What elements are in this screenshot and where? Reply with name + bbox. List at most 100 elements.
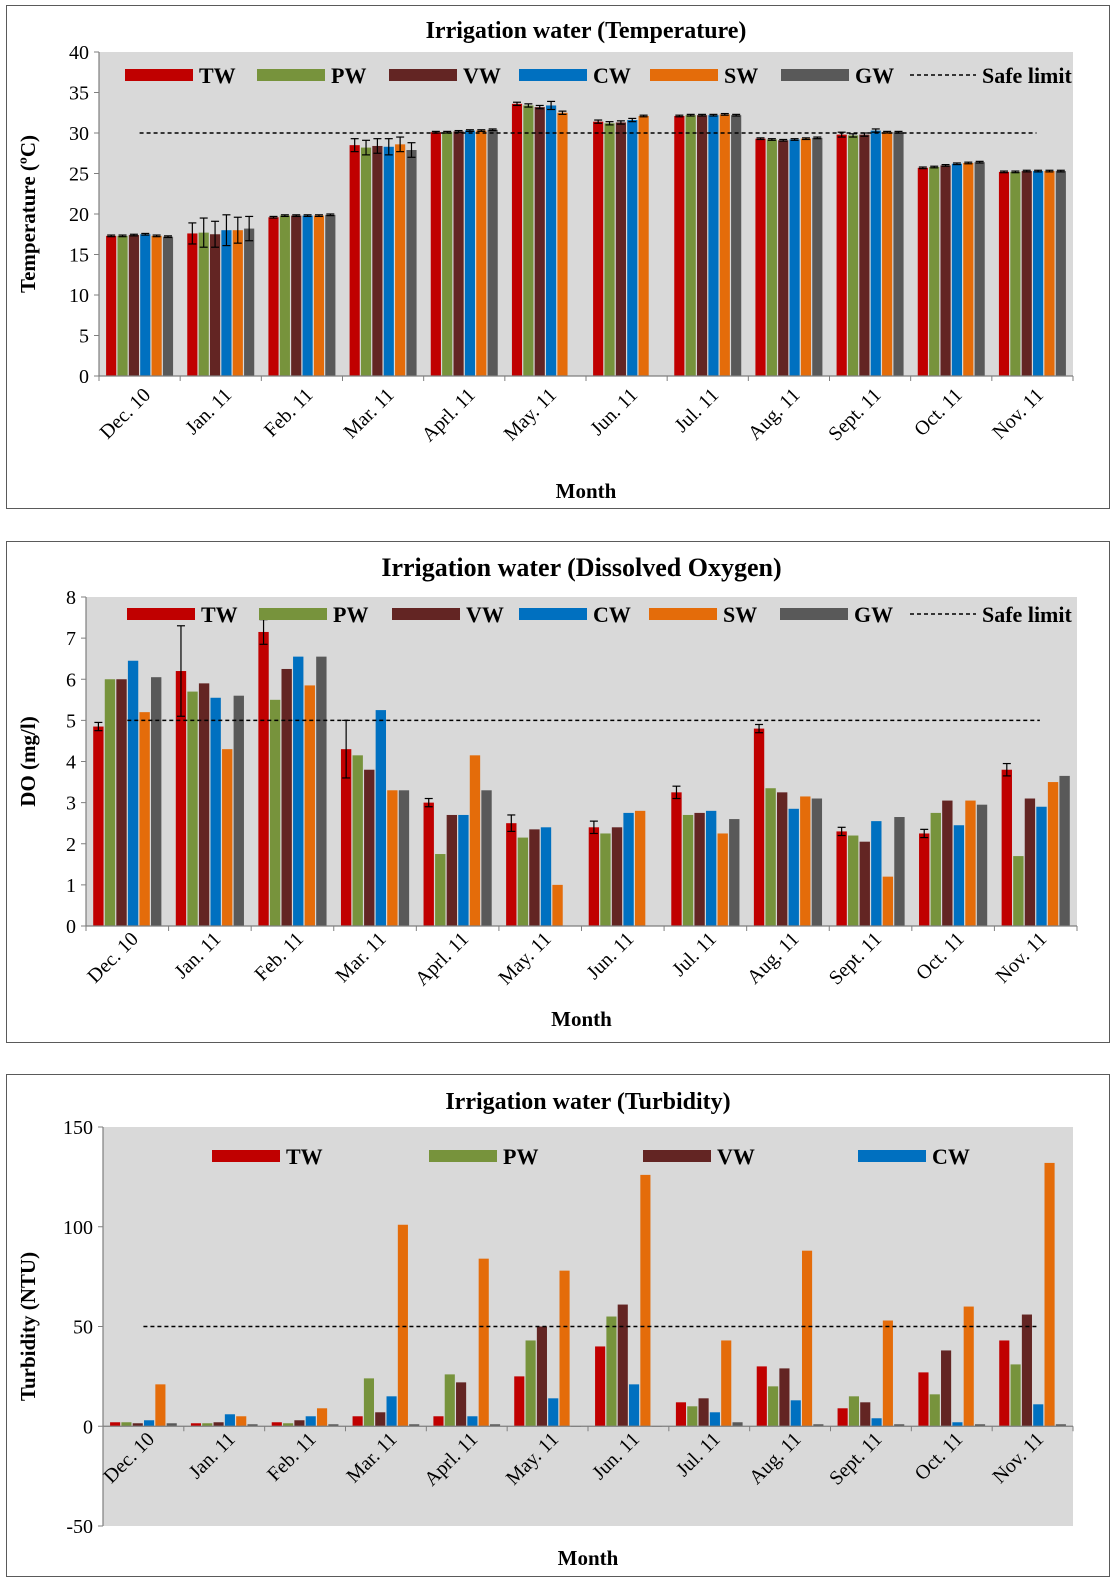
bar-pw — [1010, 171, 1021, 376]
x-tick-label: Aug. 11 — [743, 928, 804, 989]
legend-swatch-pw — [259, 608, 327, 620]
bar-pw — [523, 105, 534, 377]
y-tick-label: 15 — [69, 245, 89, 267]
bar-sw — [395, 144, 406, 376]
x-tick-label: Jun. 11 — [582, 928, 638, 984]
bar-pw — [525, 1340, 536, 1427]
y-tick-label: 0 — [66, 916, 76, 938]
legend-swatch-vw — [392, 608, 460, 620]
bar-gw — [811, 798, 823, 926]
bar-gw — [325, 214, 336, 376]
legend-label-tw: TW — [199, 63, 236, 88]
bar-vw — [615, 122, 626, 376]
bar-pw — [1013, 856, 1024, 926]
bar-cw — [302, 215, 313, 376]
bar-pw — [117, 235, 128, 376]
bar-cw — [708, 115, 719, 377]
bar-cw — [386, 1396, 397, 1427]
x-tick-label: Oct. 11 — [912, 928, 969, 985]
bar-cw — [546, 105, 557, 377]
y-tick-label: 25 — [69, 164, 89, 186]
legend-label-sw: SW — [723, 602, 757, 627]
bar-sw — [397, 1224, 408, 1427]
bar-gw — [481, 790, 492, 926]
bar-vw — [446, 814, 458, 926]
legend-label-cw: CW — [593, 602, 631, 627]
x-tick-label: Jan. 11 — [181, 384, 236, 439]
bar-sw — [469, 755, 481, 926]
y-tick-label: 35 — [69, 83, 89, 105]
bar-pw — [279, 215, 290, 376]
y-tick-label: 7 — [66, 628, 76, 650]
legend-swatch-vw — [389, 69, 457, 81]
bar-pw — [682, 814, 694, 926]
bar-pw — [269, 699, 281, 926]
legend-label-sw: SW — [724, 63, 758, 88]
bar-tw — [268, 217, 279, 376]
x-axis-title: Month — [556, 479, 617, 503]
bar-vw — [940, 165, 951, 376]
bar-cw — [709, 1412, 720, 1427]
bar-vw — [942, 800, 953, 926]
bar-gw — [813, 1424, 824, 1427]
legend-swatch-cw — [858, 1150, 926, 1162]
bar-vw — [529, 829, 540, 926]
bar-gw — [974, 162, 985, 376]
bar-cw — [140, 234, 151, 376]
bar-tw — [430, 132, 441, 376]
bar-sw — [155, 1384, 166, 1427]
legend-swatch-tw — [127, 608, 195, 620]
bar-tw — [999, 1340, 1010, 1427]
bar-gw — [974, 1424, 986, 1427]
bar-tw — [675, 1402, 687, 1427]
bar-pw — [444, 1374, 455, 1427]
bar-gw — [1055, 171, 1066, 376]
bar-sw — [317, 1408, 328, 1427]
y-axis-title: Temperature (ºC) — [16, 135, 40, 293]
bar-pw — [600, 833, 611, 926]
bar-tw — [511, 103, 523, 376]
bar-cw — [224, 1414, 235, 1427]
bar-cw — [623, 812, 634, 926]
bar-sw — [640, 1174, 651, 1427]
bar-tw — [917, 167, 928, 376]
bar-sw — [800, 138, 812, 376]
bar-sw — [634, 810, 646, 926]
bar-sw — [557, 112, 568, 376]
bar-cw — [705, 810, 717, 926]
chart-title: Irrigation water (Temperature) — [426, 18, 747, 44]
bar-sw — [313, 215, 325, 376]
bar-sw — [304, 685, 315, 926]
bar-pw — [187, 691, 198, 926]
bar-pw — [848, 1396, 859, 1427]
y-tick-label: 10 — [69, 285, 89, 307]
bar-tw — [837, 1408, 848, 1427]
x-tick-label: Dec. 10 — [83, 928, 143, 988]
bar-sw — [721, 1340, 732, 1427]
bar-vw — [778, 140, 789, 376]
bar-vw — [941, 1350, 952, 1427]
bar-sw — [717, 833, 728, 926]
bar-vw — [859, 134, 870, 376]
x-tick-label: Aprl. 11 — [418, 384, 480, 446]
bar-gw — [328, 1424, 339, 1427]
bar-sw — [232, 230, 243, 376]
y-tick-label: 4 — [66, 752, 76, 774]
bar-tw — [836, 831, 847, 926]
y-tick-label: 5 — [66, 710, 76, 732]
plot-area — [86, 597, 1077, 926]
bar-gw — [406, 150, 417, 376]
dissolved-oxygen-chart: Irrigation water (Dissolved Oxygen) 0 1 2 3 4… — [16, 553, 1078, 1031]
bar-vw — [617, 1304, 628, 1427]
legend-label-vw: VW — [463, 63, 501, 88]
bar-vw — [294, 1420, 305, 1427]
bar-gw — [316, 656, 327, 926]
bar-sw — [963, 162, 974, 376]
bar-tw — [674, 115, 685, 377]
bar-gw — [732, 1422, 743, 1427]
bar-gw — [247, 1424, 258, 1427]
bar-sw — [236, 1416, 247, 1427]
y-tick-label: 0 — [79, 366, 89, 388]
y-tick-label: 3 — [66, 793, 76, 815]
y-tick-label: 20 — [69, 204, 89, 226]
